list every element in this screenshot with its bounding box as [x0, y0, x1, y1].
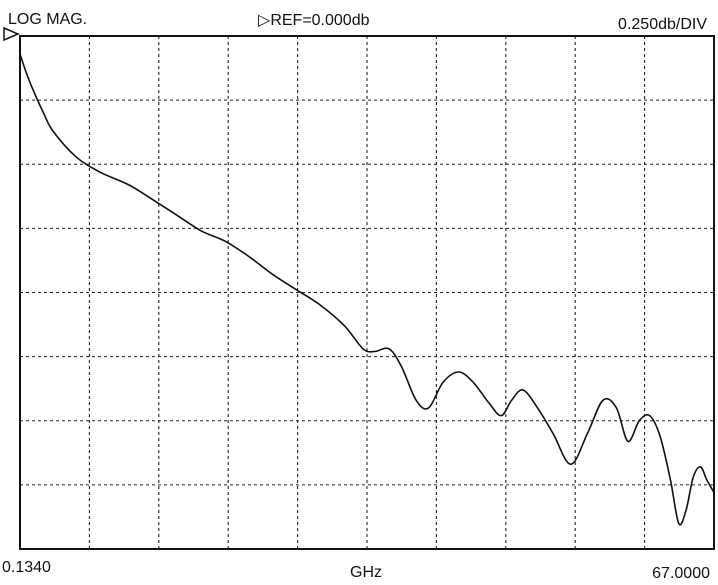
trace-line: [19, 53, 715, 526]
x-unit-label: GHz: [350, 564, 382, 581]
measurement-mode-label: LOG MAG.: [8, 11, 88, 28]
scale-per-division-label: 0.250db/DIV: [618, 16, 707, 33]
reference-level-text: REF=0.000db: [270, 12, 370, 29]
x-start-frequency-label: 0.1340: [2, 559, 51, 576]
reference-level-label: ▷REF=0.000db: [258, 13, 370, 29]
reference-marker-icon: [3, 27, 20, 41]
reference-triangle-icon: ▷: [258, 12, 271, 29]
plot-frame: [19, 35, 715, 550]
x-stop-frequency-label: 67.0000: [652, 565, 710, 582]
grid: [20, 36, 714, 549]
